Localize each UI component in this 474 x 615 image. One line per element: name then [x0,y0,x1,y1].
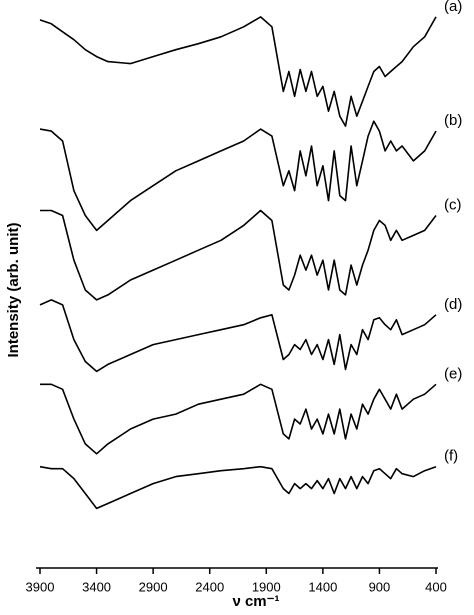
x-tick-label: 1400 [308,579,337,594]
x-tick-label: 3400 [82,579,111,594]
series-label: (f) [444,448,458,465]
x-tick-label: 3900 [26,579,55,594]
spectrum-line [39,120,437,232]
x-axis-label: ν cm⁻¹ [232,593,279,610]
series-label: (d) [444,296,462,313]
x-tick-label: 900 [369,579,391,594]
y-axis-label: Intensity (arb. unit) [5,222,22,357]
x-tick-label: 400 [425,579,447,594]
spectrum-line [39,465,437,510]
series-label: (e) [444,365,462,382]
x-tick-label: 2400 [195,579,224,594]
series-label: (a) [444,0,462,15]
spectrum-line [40,383,437,455]
x-tick-label: 2900 [139,579,168,594]
series-label: (b) [444,112,462,129]
x-tick-label: 1900 [252,579,281,594]
spectrum-line [39,299,437,373]
series-label: (c) [444,196,462,213]
spectrum-line [39,16,437,127]
spectrum-line [40,209,437,301]
